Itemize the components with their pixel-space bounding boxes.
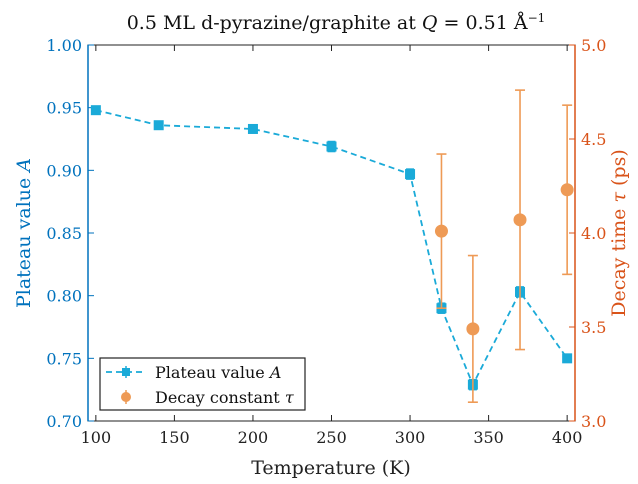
y-right-label-text: Decay time (608, 203, 630, 317)
y-right-tick-label: 4.0 (581, 224, 606, 243)
series-decay (434, 89, 574, 404)
plateau-point (153, 120, 164, 131)
y-left-tick-label: 0.70 (46, 412, 82, 431)
y-right-axis-label: Decay time τ (ps) (608, 149, 630, 317)
y-right-axis: 3.0 3.5 4.0 4.5 5.0 (569, 36, 606, 431)
plateau-point (326, 141, 337, 152)
series-plateau (90, 105, 573, 391)
y-left-tick-label: 0.75 (46, 349, 82, 368)
decay-point (466, 322, 480, 336)
legend-plateau-label-symbol: A (268, 363, 282, 382)
title-exp: −1 (528, 11, 546, 25)
title-suffix: = 0.51 Å (438, 12, 528, 34)
legend-box (99, 357, 306, 411)
chart-title: 0.5 ML d-pyrazine/graphite at Q = 0.51 Å… (127, 11, 546, 34)
y-left-axis-label: Plateau value A (13, 158, 35, 308)
x-axis-label: Temperature (K) (251, 457, 411, 479)
y-left-tick-label: 0.85 (46, 224, 82, 243)
y-right-tick-label: 3.5 (581, 318, 606, 337)
legend-plateau-label-text: Plateau value (155, 363, 270, 382)
y-left-label-text: Plateau value (13, 172, 35, 308)
x-tick-label: 200 (238, 428, 269, 447)
plateau-point (247, 123, 258, 134)
y-left-tick-label: 1.00 (46, 36, 82, 55)
x-tick-label: 250 (316, 428, 347, 447)
title-prefix: 0.5 ML d-pyrazine/graphite at (127, 12, 422, 34)
plateau-point (405, 169, 416, 180)
legend-entry-decay: Decay constant τ (121, 388, 295, 407)
y-left-axis: 0.70 0.75 0.80 0.85 0.90 0.95 1.00 (46, 36, 94, 431)
y-right-tick-label: 5.0 (581, 36, 606, 55)
plateau-point (562, 353, 573, 364)
legend-decay-label: Decay constant τ (155, 388, 295, 407)
x-tick-label: 100 (81, 428, 112, 447)
title-q: Q (422, 12, 438, 34)
x-tick-label: 350 (473, 428, 504, 447)
legend-decay-label-symbol: τ (285, 388, 295, 407)
y-right-tick-label: 4.5 (581, 130, 606, 149)
legend-plateau-label: Plateau value A (155, 363, 281, 382)
decay-point (434, 224, 448, 238)
y-right-label-unit: (ps) (608, 149, 630, 192)
decay-point (560, 183, 574, 197)
y-left-tick-label: 0.90 (46, 161, 82, 180)
x-tick-label: 150 (159, 428, 190, 447)
y-left-tick-label: 0.95 (46, 99, 82, 118)
y-right-label-symbol: τ (608, 192, 630, 203)
y-right-tick-label: 3.0 (581, 412, 606, 431)
plateau-point (90, 105, 101, 116)
y-left-label-symbol: A (13, 158, 35, 174)
x-axis: 100 150 200 250 300 350 400 (81, 45, 583, 447)
x-tick-label: 400 (552, 428, 583, 447)
legend-entry-plateau: Plateau value A (106, 363, 281, 382)
legend-decay-label-text: Decay constant (155, 388, 285, 407)
decay-point (513, 213, 527, 227)
legend: Plateau value A Decay constant τ (99, 357, 306, 411)
y-left-tick-label: 0.80 (46, 287, 82, 306)
legend-plateau-marker (122, 368, 130, 376)
x-tick-label: 300 (395, 428, 426, 447)
legend-decay-marker (121, 392, 131, 402)
